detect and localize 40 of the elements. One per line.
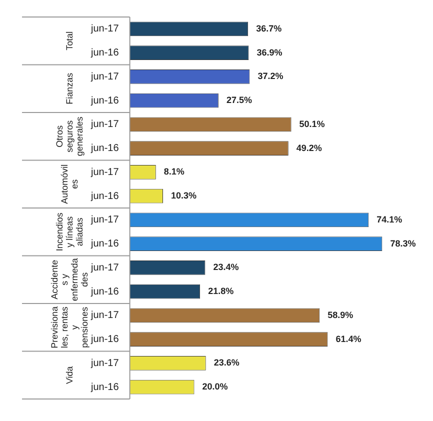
data-label: 23.6% (214, 358, 240, 368)
y-tick-label: jun-17 (90, 166, 120, 178)
text: Accidentes y enfermedades (49, 258, 90, 302)
text: Incendios y líneas aliadas (54, 212, 84, 252)
y-tick-label: jun-17 (90, 71, 120, 82)
y-tick-label: jun-16 (90, 190, 120, 202)
text: Previsionales, rentas y pensiones (49, 306, 90, 348)
data-label: 36.7% (256, 23, 282, 34)
y-tick-label: jun-17 (90, 358, 120, 369)
y-tick-label: jun-16 (90, 48, 120, 59)
text: Otros seguros generales (54, 116, 84, 156)
data-label: 10.3% (171, 190, 197, 201)
data-label: 61.4% (336, 334, 362, 344)
data-label: 49.2% (296, 142, 322, 153)
y-tick-label: jun-17 (90, 262, 120, 274)
y-tick-label: jun-17 (90, 24, 120, 35)
y-tick-label: jun-16 (90, 286, 120, 298)
data-label: 74.1% (376, 214, 402, 224)
data-label: 21.8% (208, 286, 234, 296)
y-tick-label: jun-16 (90, 95, 120, 106)
y-tick-label: jun-17 (90, 119, 120, 130)
data-label: 27.5% (226, 95, 252, 106)
text: Vida (64, 366, 74, 384)
y-tick-label: jun-16 (90, 238, 120, 250)
data-label: 58.9% (328, 310, 354, 320)
data-label: 37.2% (258, 71, 284, 82)
text: Fianzas (64, 72, 74, 104)
y-tick-label: jun-17 (90, 214, 120, 226)
data-label: 8.1% (164, 166, 184, 177)
data-label: 20.0% (202, 382, 228, 392)
text: Total (64, 31, 74, 50)
y-tick-label: jun-17 (90, 310, 120, 322)
y-tick-label: jun-16 (90, 143, 120, 154)
data-label: 78.3% (390, 238, 416, 248)
data-label: 23.4% (213, 262, 239, 272)
text: Automóviles (59, 164, 80, 204)
data-label: 50.1% (299, 118, 325, 129)
y-tick-label: jun-16 (90, 334, 120, 346)
y-tick-label: jun-16 (90, 382, 120, 393)
data-label: 36.9% (256, 47, 282, 58)
